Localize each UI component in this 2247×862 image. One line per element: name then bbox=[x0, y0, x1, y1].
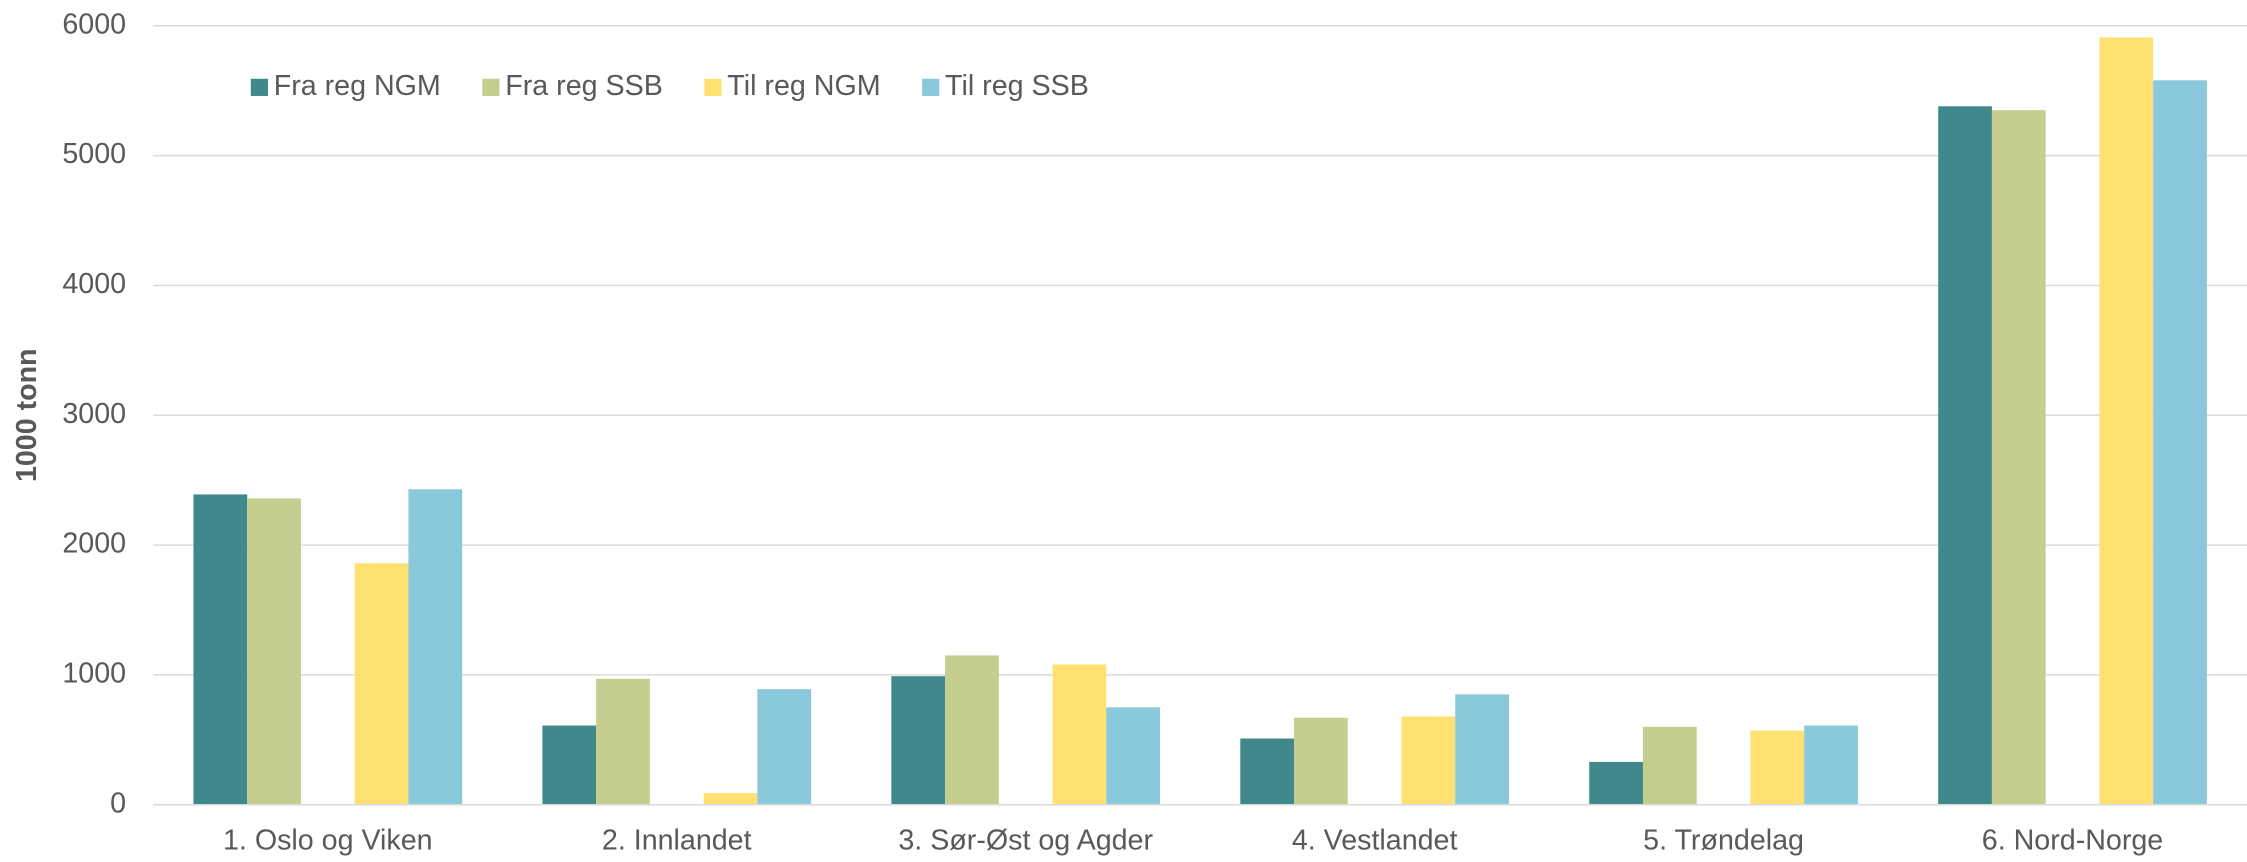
bar bbox=[1938, 106, 1992, 805]
bar bbox=[542, 725, 597, 805]
y-tick-label: 5000 bbox=[62, 138, 126, 170]
legend-label: Til reg NGM bbox=[727, 70, 880, 102]
x-tick-label: 1. Oslo og Viken bbox=[223, 825, 433, 857]
bar bbox=[1106, 707, 1161, 805]
bar bbox=[703, 793, 758, 805]
y-tick-label: 6000 bbox=[62, 8, 126, 40]
bar bbox=[1642, 726, 1697, 805]
y-tick-label: 3000 bbox=[62, 398, 126, 430]
y-tick-label: 1000 bbox=[62, 657, 126, 689]
y-tick-label: 2000 bbox=[62, 528, 126, 560]
legend-swatch bbox=[922, 78, 940, 96]
legend-label: Fra reg SSB bbox=[505, 70, 663, 102]
bar bbox=[945, 655, 999, 805]
bar bbox=[354, 563, 409, 805]
bar bbox=[1401, 716, 1456, 805]
bar bbox=[2099, 37, 2154, 805]
x-tick-label: 3. Sør-Øst og Agder bbox=[898, 825, 1153, 857]
bar bbox=[596, 678, 650, 805]
bar bbox=[193, 494, 248, 805]
legend-swatch bbox=[704, 78, 722, 96]
bar bbox=[757, 689, 812, 805]
legend-label: Fra reg NGM bbox=[274, 70, 441, 102]
y-tick-label: 4000 bbox=[62, 268, 126, 300]
x-tick-label: 6. Nord-Norge bbox=[1982, 825, 2163, 857]
x-tick-label: 2. Innlandet bbox=[602, 825, 752, 857]
y-tick-label: 0 bbox=[110, 787, 126, 819]
legend-swatch bbox=[250, 78, 268, 96]
y-axis-title: 1000 tonn bbox=[11, 348, 43, 482]
legend-label: Til reg SSB bbox=[945, 70, 1089, 102]
bar bbox=[891, 676, 946, 805]
x-tick-label: 5. Trøndelag bbox=[1643, 825, 1804, 857]
legend-swatch bbox=[482, 78, 500, 96]
bar bbox=[1804, 725, 1858, 805]
bar bbox=[1052, 664, 1107, 805]
x-tick-label: 4. Vestlandet bbox=[1292, 825, 1458, 857]
bar bbox=[247, 498, 301, 805]
bar bbox=[1750, 730, 1805, 805]
bar bbox=[1294, 717, 1348, 805]
bar bbox=[1991, 110, 2046, 805]
bar bbox=[1455, 694, 1509, 805]
bar bbox=[1240, 738, 1295, 805]
bar bbox=[2153, 80, 2207, 805]
bar bbox=[1589, 761, 1643, 805]
bar bbox=[408, 489, 463, 805]
